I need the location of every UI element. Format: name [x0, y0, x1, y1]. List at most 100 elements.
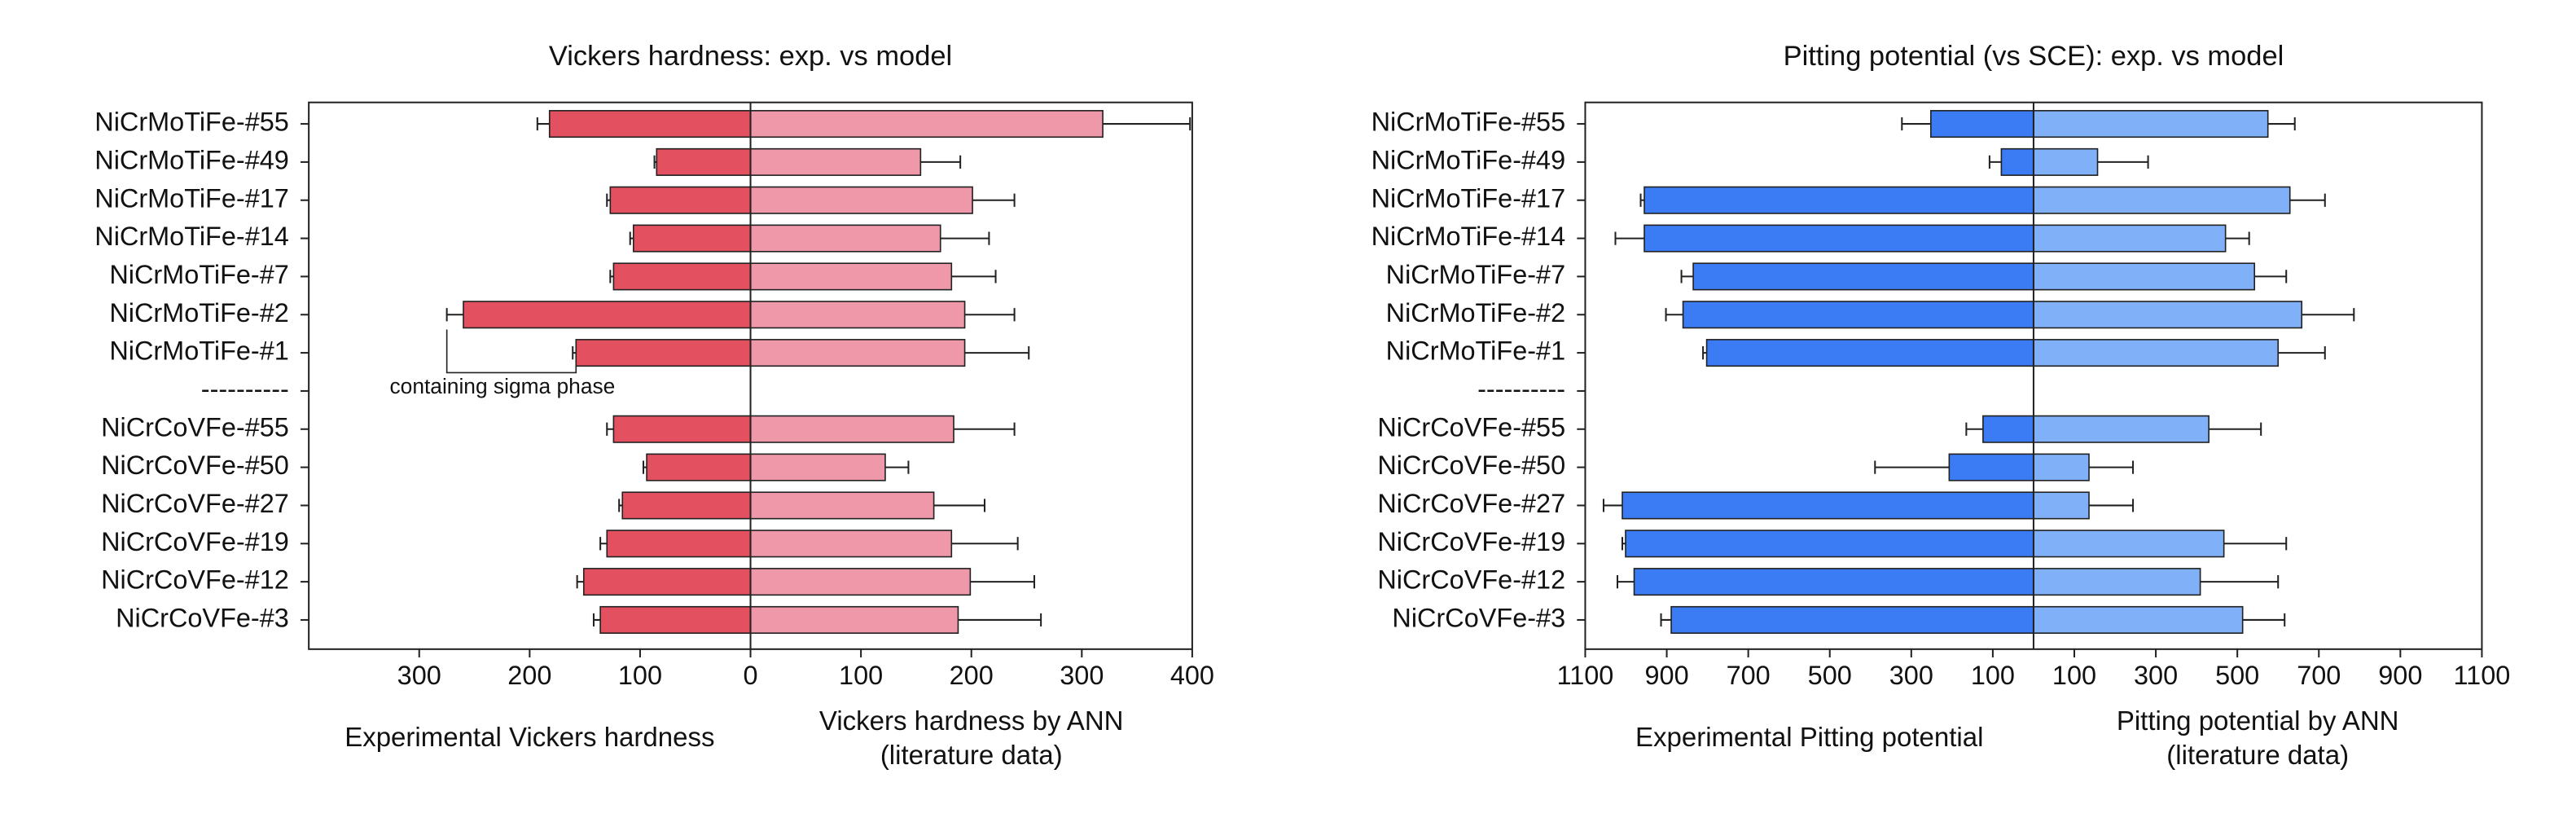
y-tick-label: NiCrCoVFe-#50	[1377, 451, 1565, 480]
y-tick-label: NiCrMoTiFe-#1	[109, 336, 288, 366]
error-bar	[940, 231, 990, 245]
bar	[612, 262, 752, 291]
x-tick-label: 100	[2052, 661, 2096, 690]
bar	[656, 147, 752, 176]
error-bar	[2289, 193, 2326, 207]
error-bar	[2278, 345, 2326, 360]
error-bar	[933, 499, 985, 512]
bar	[749, 339, 966, 367]
y-tick-label: NiCrMoTiFe-#14	[1371, 222, 1566, 251]
y-tick-label: NiCrCoVFe-#27	[101, 489, 289, 518]
y-tick-label: NiCrMoTiFe-#2	[1386, 298, 1565, 327]
bar	[575, 339, 752, 367]
bar	[1682, 301, 2034, 329]
bar	[2033, 186, 2291, 214]
bar	[2033, 339, 2280, 367]
y-tick-label: NiCrCoVFe-#12	[101, 565, 289, 595]
bar	[749, 186, 973, 214]
bar	[2033, 530, 2225, 558]
chart-title: Vickers hardness: exp. vs model	[549, 41, 952, 72]
x-tick-label: 900	[2378, 661, 2422, 690]
bar	[749, 224, 941, 253]
y-tick-label: NiCrCoVFe-#3	[1392, 604, 1565, 633]
error-bar	[2223, 537, 2288, 551]
bar	[2033, 224, 2227, 253]
y-tick-label: NiCrMoTiFe-#14	[94, 222, 289, 251]
bar	[632, 224, 752, 253]
error-bar	[629, 231, 634, 245]
x-tick-label: 700	[1727, 661, 1771, 690]
error-bar	[653, 155, 657, 169]
bar	[749, 415, 954, 443]
bar	[749, 605, 959, 634]
annotation-bracket	[445, 329, 577, 374]
error-bar	[951, 270, 997, 284]
error-bar	[1639, 193, 1645, 207]
error-bar	[2267, 116, 2296, 131]
error-bar	[2242, 613, 2286, 627]
axis-caption: Experimental Pitting potential	[1635, 722, 1984, 753]
bar	[548, 110, 752, 138]
bar	[2033, 301, 2303, 329]
bar	[612, 415, 752, 443]
y-tick-label: NiCrMoTiFe-#49	[1371, 145, 1566, 174]
error-bar	[1874, 460, 1950, 474]
y-tick-label: NiCrMoTiFe-#55	[1371, 108, 1566, 137]
error-bar	[1616, 574, 1635, 589]
error-bar	[2302, 308, 2355, 322]
error-bar	[920, 155, 962, 169]
x-tick-label: 500	[1808, 661, 1852, 690]
bar	[749, 110, 1104, 138]
y-tick-label: NiCrMoTiFe-#17	[1371, 183, 1566, 213]
x-tick-label: 1100	[2454, 661, 2511, 690]
bar	[1633, 568, 2034, 596]
error-bar	[609, 270, 614, 284]
y-tick-label: NiCrCoVFe-#19	[1377, 527, 1565, 556]
error-bar	[1965, 422, 1983, 436]
y-tick-label: NiCrCoVFe-#55	[101, 412, 289, 442]
y-tick-label: ----------	[201, 374, 289, 403]
bar	[2033, 605, 2244, 634]
x-tick-label: 500	[2215, 661, 2259, 690]
bar	[1692, 262, 2034, 291]
bar	[2033, 262, 2255, 291]
error-bar	[576, 574, 584, 589]
x-tick-label: 200	[507, 661, 551, 690]
bar	[2033, 453, 2090, 481]
bar	[1948, 453, 2034, 481]
error-bar	[2254, 270, 2288, 284]
bar	[463, 301, 752, 329]
bar	[2033, 147, 2099, 176]
error-bar	[2225, 231, 2250, 245]
x-tick-label: 200	[950, 661, 994, 690]
error-bar	[1103, 116, 1191, 131]
error-bar	[972, 193, 1016, 207]
error-bar	[2097, 155, 2149, 169]
bar	[2033, 415, 2210, 443]
bar	[749, 262, 953, 291]
bar	[749, 568, 972, 596]
error-bar	[958, 613, 1042, 627]
bar	[749, 147, 922, 176]
y-tick-label: NiCrCoVFe-#55	[1377, 412, 1565, 442]
chart-title: Pitting potential (vs SCE): exp. vs mode…	[1784, 41, 2284, 72]
bar	[1670, 605, 2034, 634]
error-bar	[884, 460, 910, 474]
bar	[609, 186, 752, 214]
x-tick-label: 1100	[1557, 661, 1614, 690]
error-bar	[964, 308, 1016, 322]
error-bar	[1665, 308, 1683, 322]
error-bar	[1660, 613, 1672, 627]
error-bar	[536, 116, 550, 131]
error-bar	[642, 460, 647, 474]
error-bar	[1621, 537, 1626, 551]
error-bar	[2089, 499, 2135, 512]
bar	[749, 453, 886, 481]
y-tick-label: NiCrCoVFe-#50	[101, 451, 289, 480]
error-bar	[445, 308, 463, 322]
error-bar	[2209, 422, 2262, 436]
error-bar	[2089, 460, 2135, 474]
bar	[1622, 491, 2034, 520]
x-tick-label: 100	[1971, 661, 2015, 690]
